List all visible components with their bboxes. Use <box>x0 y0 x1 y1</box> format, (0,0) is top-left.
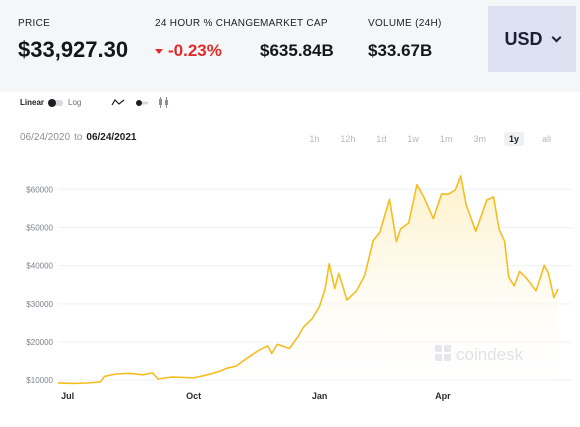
market-cap-label: MARKET CAP <box>260 18 328 29</box>
change-stat: 24 HOUR % CHANGE -0.23% <box>155 18 260 61</box>
y-tick-label: $50000 <box>26 223 53 232</box>
period-selector: 1h 12h 1d 1w 1m 3m 1y all <box>291 132 554 146</box>
price-chart[interactable]: $10000 $20000 $30000 $40000 $50000 $60000 Jul… <box>0 170 580 415</box>
x-tick-label: Apr <box>435 391 451 401</box>
x-tick-label: Jul <box>61 391 74 401</box>
volume-stat: VOLUME (24H) $33.67B <box>368 18 442 61</box>
stats-panel: PRICE $33,927.30 24 HOUR % CHANGE -0.23%… <box>0 0 580 92</box>
y-tick-label: $40000 <box>26 262 53 271</box>
change-value: -0.23% <box>168 41 222 60</box>
scale-controls: Linear Log <box>20 97 179 108</box>
volume-label: VOLUME (24H) <box>368 18 442 29</box>
range-start-date[interactable]: 06/24/2020 <box>20 132 71 143</box>
y-tick-label: $30000 <box>26 300 53 309</box>
period-1y[interactable]: 1y <box>503 132 524 146</box>
market-cap-value: $635.84B <box>260 41 334 60</box>
scatter-toggle-icon[interactable] <box>135 99 149 107</box>
currency-label: USD <box>504 28 543 49</box>
y-tick-label: $60000 <box>26 185 53 194</box>
price-line <box>57 175 559 385</box>
market-cap-stat: MARKET CAP $635.84B <box>260 18 334 61</box>
log-scale-option[interactable]: Log <box>68 98 82 107</box>
range-to-word: to <box>74 132 83 143</box>
linear-scale-option[interactable]: Linear <box>20 98 45 107</box>
chevron-down-icon <box>551 32 561 42</box>
x-axis: Jul Oct Jan Apr <box>61 391 451 401</box>
date-range: 06/24/2020 to 06/24/2021 <box>20 132 136 143</box>
period-12h[interactable]: 12h <box>340 134 356 144</box>
price-label: PRICE <box>18 18 51 29</box>
y-axis: $10000 $20000 $30000 $40000 $50000 $60000 <box>26 185 53 385</box>
price-area <box>58 175 558 384</box>
x-tick-label: Oct <box>186 391 201 401</box>
period-1m[interactable]: 1m <box>439 134 453 144</box>
down-arrow-icon <box>155 48 163 54</box>
volume-value: $33.67B <box>368 41 433 60</box>
change-label: 24 HOUR % CHANGE <box>155 18 261 29</box>
candlestick-icon[interactable] <box>159 97 169 108</box>
price-stat: PRICE $33,927.30 <box>18 18 128 63</box>
period-3m[interactable]: 3m <box>473 134 486 144</box>
coindesk-logo: coindesk <box>435 345 524 364</box>
period-all[interactable]: all <box>541 134 551 144</box>
range-end-date[interactable]: 06/24/2021 <box>86 132 137 143</box>
y-tick-label: $10000 <box>26 376 53 385</box>
y-tick-label: $20000 <box>26 338 53 347</box>
period-1h[interactable]: 1h <box>309 134 320 144</box>
coindesk-mark-icon <box>435 345 451 361</box>
period-1w[interactable]: 1w <box>407 134 419 144</box>
price-value: $33,927.30 <box>18 37 129 62</box>
change-value-row: -0.23% <box>155 41 260 61</box>
chart-type-switcher <box>111 97 179 108</box>
line-chart-icon[interactable] <box>111 98 125 107</box>
watermark-text: coindesk <box>456 345 524 364</box>
x-tick-label: Jan <box>312 391 328 401</box>
scale-toggle[interactable] <box>48 98 64 107</box>
currency-select[interactable]: USD <box>488 6 576 72</box>
period-1d[interactable]: 1d <box>376 134 387 144</box>
